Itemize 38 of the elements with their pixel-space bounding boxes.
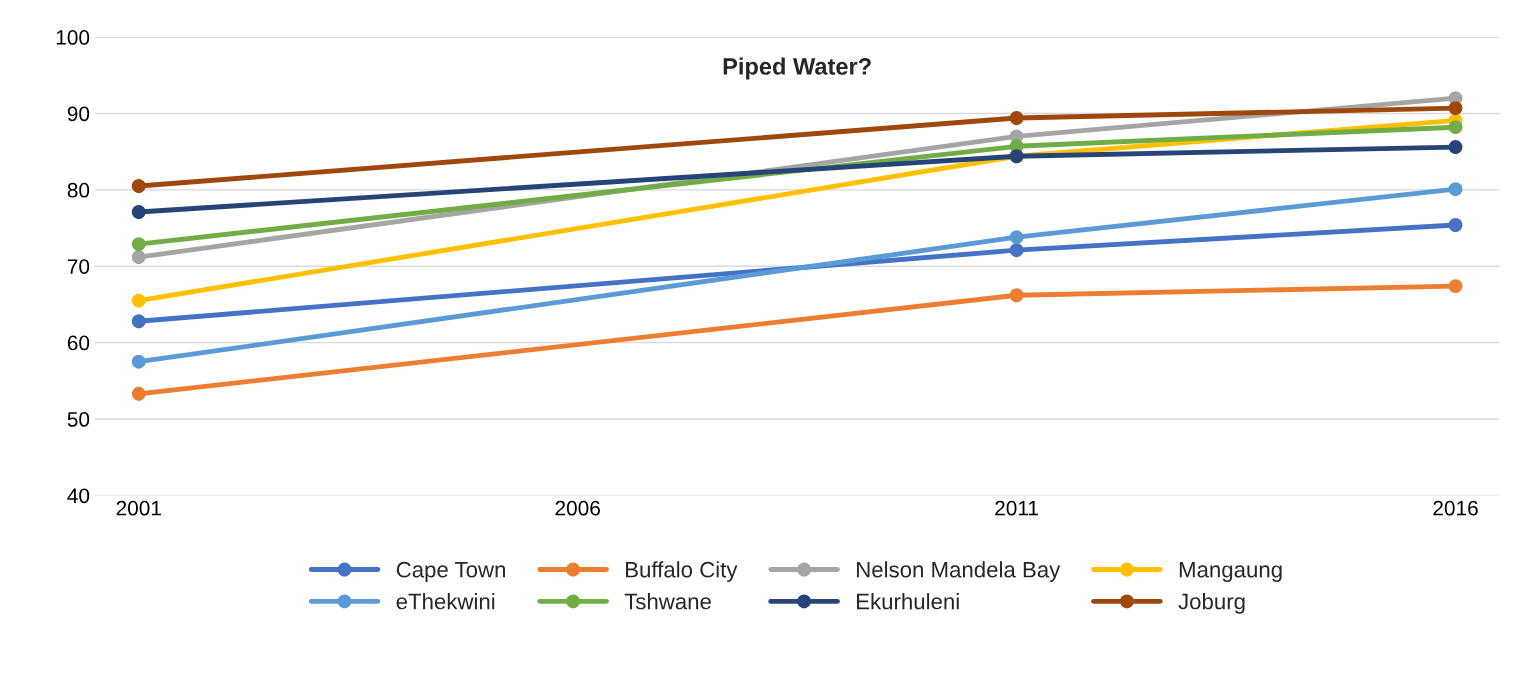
point bbox=[1448, 279, 1463, 294]
legend-label: Joburg bbox=[1178, 593, 1245, 614]
point bbox=[131, 314, 146, 329]
point bbox=[1448, 218, 1463, 232]
y-tick-label: 100 bbox=[56, 30, 90, 45]
y-tick-label: 70 bbox=[67, 259, 90, 274]
point bbox=[131, 354, 146, 369]
y-tick-label: 80 bbox=[67, 182, 90, 198]
point bbox=[131, 250, 146, 265]
x-tick-label: 2006 bbox=[555, 500, 600, 516]
y-tick-label: 50 bbox=[67, 412, 90, 427]
point bbox=[1009, 111, 1024, 125]
legend-label: eThekwini bbox=[396, 593, 495, 610]
point bbox=[131, 179, 146, 193]
y-tick-label: 90 bbox=[67, 106, 90, 122]
point bbox=[1448, 101, 1463, 116]
point bbox=[131, 293, 146, 308]
point bbox=[1009, 243, 1024, 258]
point bbox=[1448, 182, 1463, 197]
legend-label: Tshwane bbox=[624, 593, 711, 610]
legend-label: Buffalo City bbox=[626, 561, 738, 582]
y-tick-label: 60 bbox=[67, 335, 90, 351]
point bbox=[1448, 120, 1463, 135]
legend-label: Cape Town bbox=[396, 561, 505, 582]
legend-label: Nelson Mandela Bay bbox=[857, 561, 1061, 582]
x-tick-label: 2011 bbox=[995, 500, 1038, 516]
y-tick-label: 40 bbox=[67, 488, 90, 504]
point bbox=[1448, 140, 1463, 155]
point bbox=[131, 205, 146, 219]
text: Piped Water? bbox=[723, 57, 871, 80]
point bbox=[131, 237, 146, 252]
legend-label: Mangaung bbox=[1179, 562, 1282, 582]
x-tick-label: 2016 bbox=[1433, 500, 1478, 516]
point bbox=[1009, 288, 1024, 303]
x-tick-label: 2001 bbox=[116, 500, 161, 516]
point bbox=[131, 386, 146, 401]
legend-label: Ekurhuleni bbox=[857, 593, 959, 610]
point bbox=[1009, 230, 1024, 245]
